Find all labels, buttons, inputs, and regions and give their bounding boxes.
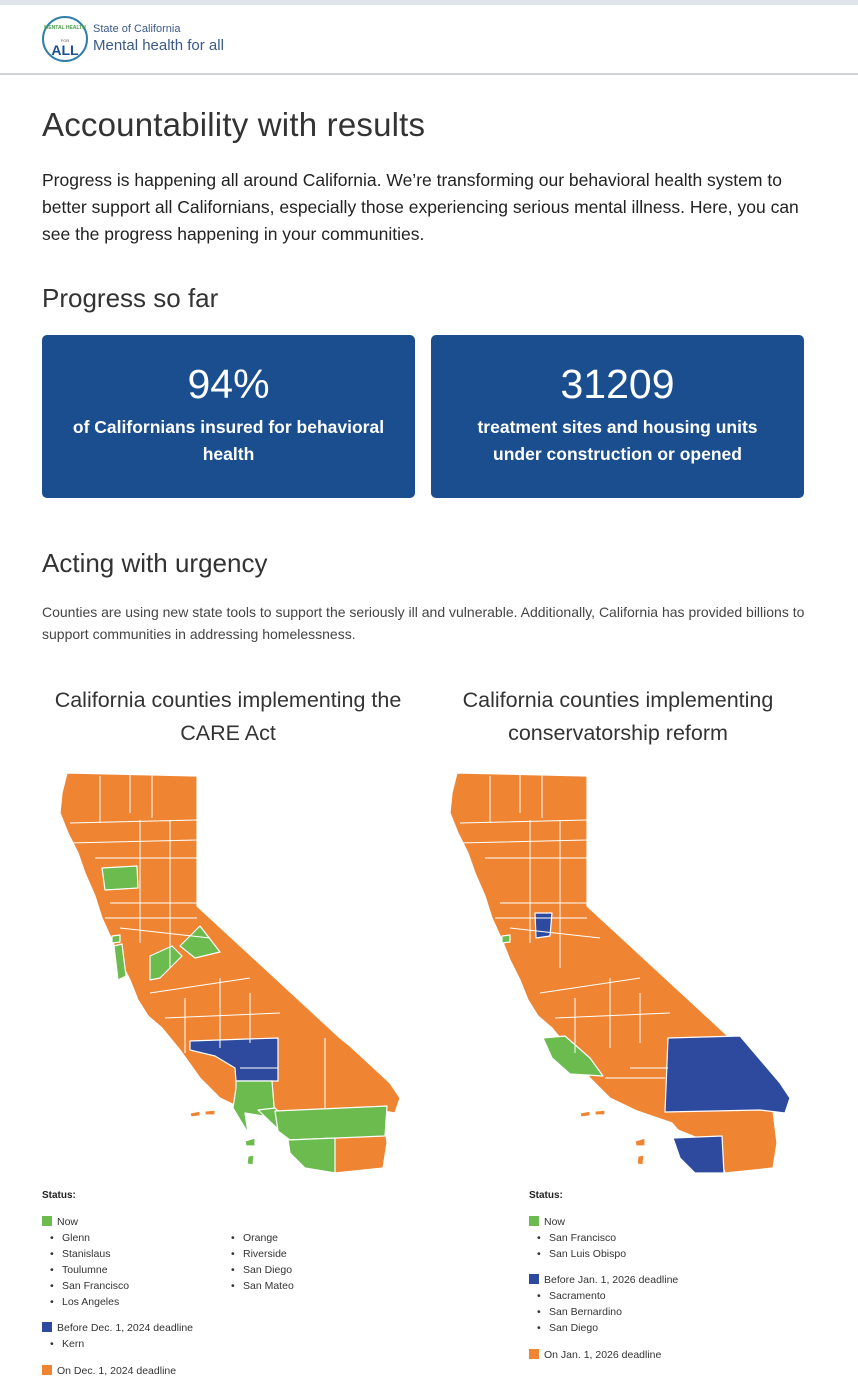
county-glenn	[101, 865, 139, 891]
list-item: Glenn	[42, 1230, 129, 1246]
list-item: San Mateo	[223, 1278, 294, 1294]
stat-card-sites: 31209 treatment sites and housing units …	[431, 335, 804, 498]
county-san-diego	[672, 1135, 725, 1174]
channel-island	[244, 1137, 256, 1147]
stat-value: 31209	[560, 361, 675, 407]
channel-island	[246, 1154, 255, 1166]
channel-island	[204, 1109, 216, 1116]
progress-heading: Progress so far	[42, 283, 219, 313]
top-strip	[0, 0, 858, 5]
california-outline	[449, 772, 791, 1174]
mental-health-for-all-logo[interactable]: MENTAL HEALTH FOR ALL	[42, 16, 88, 62]
legend-label: On Dec. 1, 2024 deadline	[57, 1365, 177, 1377]
list-item: San Bernardino	[529, 1304, 622, 1320]
list-item: Los Angeles	[42, 1294, 129, 1310]
orange-swatch	[529, 1349, 539, 1359]
urgency-heading: Acting with urgency	[42, 548, 268, 578]
list-item: Kern	[42, 1336, 84, 1352]
legend-label: Now	[544, 1216, 566, 1228]
list-item: San Luis Obispo	[529, 1246, 626, 1262]
logo-text-line1: MENTAL HEALTH	[44, 25, 86, 31]
list-item: San Diego	[529, 1320, 622, 1336]
list-item: San Francisco	[42, 1278, 129, 1294]
logo-text-line3: ALL	[51, 42, 79, 58]
site-header: MENTAL HEALTH FOR ALL State of Californi…	[0, 5, 858, 75]
legend-label: Now	[57, 1216, 79, 1228]
brand-site-name[interactable]: Mental health for all	[93, 37, 224, 54]
care-act-county-map	[59, 772, 401, 1174]
county-stanislaus	[149, 945, 183, 981]
blue-swatch	[42, 1322, 52, 1332]
conservatorship-legend-before: Before Jan. 1, 2026 deadline	[529, 1273, 678, 1287]
care-before-list: Kern	[42, 1336, 84, 1352]
list-item: Riverside	[223, 1246, 294, 1262]
channel-island	[579, 1110, 591, 1118]
channel-island	[594, 1109, 606, 1116]
care-now-list-col1: Glenn Stanislaus Toulumne San Francisco …	[42, 1230, 129, 1310]
list-item: Sacramento	[529, 1288, 622, 1304]
legend-label: On Jan. 1, 2026 deadline	[544, 1349, 662, 1361]
logo-text-line2: FOR	[60, 38, 70, 43]
county-riverside	[274, 1105, 388, 1141]
county-kern	[189, 1037, 279, 1082]
county-san-francisco	[111, 934, 121, 944]
care-legend-now: Now	[42, 1215, 78, 1229]
channel-island	[636, 1154, 645, 1166]
conservatorship-map-title: California counties implementing conserv…	[462, 688, 774, 745]
conservatorship-legend-now: Now	[529, 1215, 565, 1229]
list-item: Toulumne	[42, 1262, 129, 1278]
county-sacramento	[534, 912, 553, 939]
list-item: Orange	[223, 1230, 294, 1246]
orange-swatch	[42, 1365, 52, 1375]
county-san-luis-obispo	[542, 1035, 604, 1077]
county-san-diego	[287, 1137, 336, 1174]
blue-swatch	[529, 1274, 539, 1284]
legend-label: Before Dec. 1, 2024 deadline	[57, 1322, 194, 1334]
county-san-bernardino	[664, 1035, 791, 1114]
care-status-title: Status:	[42, 1190, 76, 1201]
list-item: San Diego	[223, 1262, 294, 1278]
care-legend-before: Before Dec. 1, 2024 deadline	[42, 1321, 193, 1335]
list-item: San Francisco	[529, 1230, 626, 1246]
county-san-mateo	[113, 943, 127, 981]
green-swatch	[529, 1216, 539, 1226]
care-map-title: California counties implementing the CAR…	[54, 688, 402, 745]
county-san-francisco	[501, 934, 511, 944]
care-now-list-col2: Orange Riverside San Diego San Mateo	[223, 1230, 294, 1294]
stat-card-insured: 94% of Californians insured for behavior…	[42, 335, 415, 498]
list-item: Stanislaus	[42, 1246, 129, 1262]
conservatorship-before-list: Sacramento San Bernardino San Diego	[529, 1288, 622, 1336]
stat-label: treatment sites and housing units under …	[477, 417, 758, 464]
conservatorship-now-list: San Francisco San Luis Obispo	[529, 1230, 626, 1262]
legend-label: Before Jan. 1, 2026 deadline	[544, 1274, 679, 1286]
conservatorship-status-title: Status:	[529, 1190, 563, 1201]
county-los-angeles	[232, 1080, 276, 1134]
urgency-paragraph: Counties are using new state tools to su…	[42, 604, 805, 642]
intro-paragraph: Progress is happening all around Califor…	[42, 170, 799, 244]
care-legend-on-deadline: On Dec. 1, 2024 deadline	[42, 1364, 176, 1378]
stat-value: 94%	[187, 361, 270, 407]
conservatorship-county-map	[449, 772, 791, 1174]
channel-island	[189, 1110, 201, 1118]
conservatorship-legend-on-deadline: On Jan. 1, 2026 deadline	[529, 1348, 661, 1362]
stat-label: of Californians insured for behavioral h…	[72, 417, 385, 464]
channel-island	[634, 1137, 646, 1147]
brand-state-label[interactable]: State of California	[93, 23, 181, 35]
page-title: Accountability with results	[42, 106, 426, 143]
green-swatch	[42, 1216, 52, 1226]
county-toulumne	[179, 925, 221, 959]
